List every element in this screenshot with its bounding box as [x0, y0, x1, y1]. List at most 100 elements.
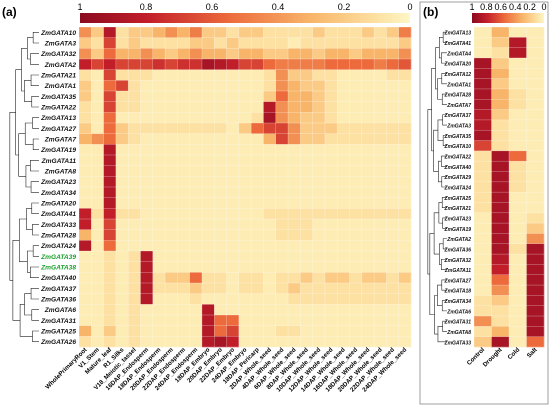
heatmap-cell	[509, 223, 527, 234]
heatmap-cell	[491, 109, 510, 121]
heatmap-cell	[300, 176, 313, 188]
heatmap-cell	[79, 283, 92, 294]
heatmap-cell	[79, 112, 92, 124]
heatmap-cell	[103, 37, 117, 49]
heatmap-cell	[474, 150, 492, 162]
heatmap-cell	[152, 144, 166, 156]
heatmap-cell	[398, 208, 412, 220]
dendrogram-branch	[433, 212, 440, 255]
heatmap-cell	[115, 69, 129, 81]
heatmap-cell	[526, 140, 545, 152]
heatmap-cell	[226, 240, 240, 252]
heatmap-cell	[374, 91, 387, 102]
dendrogram-branch	[30, 181, 39, 193]
heatmap-cell	[201, 304, 215, 316]
heatmap-cell	[128, 304, 141, 316]
heatmap-cell	[152, 197, 166, 209]
heatmap-cell	[214, 59, 227, 70]
heatmap-cell	[263, 165, 277, 177]
heatmap-cell	[238, 91, 252, 102]
heatmap-cell	[300, 37, 313, 49]
heatmap-cell	[140, 27, 154, 38]
heatmap-cell	[140, 133, 154, 145]
heatmap-cell	[491, 243, 510, 255]
heatmap-cell	[79, 229, 92, 241]
heatmap-cell	[165, 336, 178, 348]
row-label: ZmGATA36	[444, 247, 472, 253]
heatmap-cell	[165, 240, 178, 252]
heatmap-cell	[251, 229, 264, 241]
heatmap-cell	[152, 315, 166, 326]
heatmap-cell	[128, 37, 141, 49]
heatmap-cell	[165, 293, 178, 305]
heatmap-cell	[189, 133, 203, 145]
heatmap-cell	[91, 176, 104, 188]
heatmap-cell	[238, 80, 252, 92]
heatmap-cell	[238, 208, 252, 220]
row-label: ZmGATA1	[44, 83, 77, 90]
heatmap-cell	[226, 197, 240, 209]
heatmap-cell	[349, 123, 363, 134]
colorbar-b-tick: 0	[541, 2, 546, 12]
heatmap-cell	[386, 112, 400, 124]
dendrogram-branch	[32, 224, 39, 236]
heatmap-cell	[226, 304, 240, 316]
heatmap-cell	[337, 123, 350, 134]
heatmap-cell	[103, 240, 117, 252]
heatmap-cell	[474, 57, 492, 69]
heatmap-cell	[177, 155, 190, 166]
heatmap-cell	[300, 155, 313, 166]
heatmap-cell	[398, 59, 412, 70]
heatmap-cell	[115, 133, 129, 145]
heatmap-cell	[115, 261, 129, 273]
heatmap-cell	[275, 112, 289, 124]
heatmap-cell	[226, 80, 240, 92]
heatmap-cell	[324, 251, 338, 262]
heatmap-cell	[509, 140, 527, 152]
heatmap-cell	[275, 165, 289, 177]
heatmap-cell	[165, 37, 178, 49]
heatmap-cell	[263, 325, 277, 337]
heatmap-cell	[226, 112, 240, 124]
heatmap-cell	[91, 155, 104, 166]
heatmap-cell	[312, 187, 326, 198]
heatmap-cell	[300, 208, 313, 220]
row-label: ZmGATA20	[444, 62, 472, 68]
heatmap-cell	[165, 101, 178, 113]
heatmap-cell	[386, 293, 400, 305]
heatmap-cell	[288, 59, 301, 70]
heatmap-cell	[115, 219, 129, 230]
heatmap-cell	[337, 48, 350, 60]
heatmap-cell	[275, 336, 289, 348]
heatmap-cell	[128, 112, 141, 124]
heatmap-cell	[115, 155, 129, 166]
heatmap-cell	[398, 229, 412, 241]
heatmap-cell	[165, 261, 178, 273]
heatmap-cell	[491, 212, 510, 224]
row-label: ZmGATA33	[40, 222, 76, 229]
heatmap-cell	[324, 304, 338, 316]
column-label: Drought	[482, 346, 504, 368]
heatmap-cell	[398, 176, 412, 188]
heatmap-cell	[386, 325, 400, 337]
heatmap-cell	[115, 229, 129, 241]
heatmap-cell	[398, 304, 412, 316]
dendrogram-branch	[441, 197, 447, 208]
colorbar-b-ticks: 1 0.8 0.6 0.4 0.2 0	[469, 2, 546, 12]
heatmap-cell	[165, 187, 178, 198]
heatmap-cell	[288, 176, 301, 188]
heatmap-cell	[79, 187, 92, 198]
heatmap-cell	[91, 325, 104, 337]
heatmap-cell	[361, 315, 375, 326]
dendrogram-branch	[31, 96, 39, 108]
heatmap-cell	[115, 336, 129, 348]
dendrogram-branch	[30, 288, 39, 300]
heatmap-cell	[91, 336, 104, 348]
heatmap-cell	[398, 336, 412, 348]
heatmap-cell	[226, 123, 240, 134]
heatmap-cell	[386, 187, 400, 198]
heatmap-cell	[152, 69, 166, 81]
row-labels-b: ZmGATA13 ZmGATA41 ZmGATA4 ZmGATA20 ZmGATA12 Z…	[444, 31, 472, 347]
heatmap-cell	[201, 315, 215, 326]
heatmap-cell	[491, 130, 510, 141]
